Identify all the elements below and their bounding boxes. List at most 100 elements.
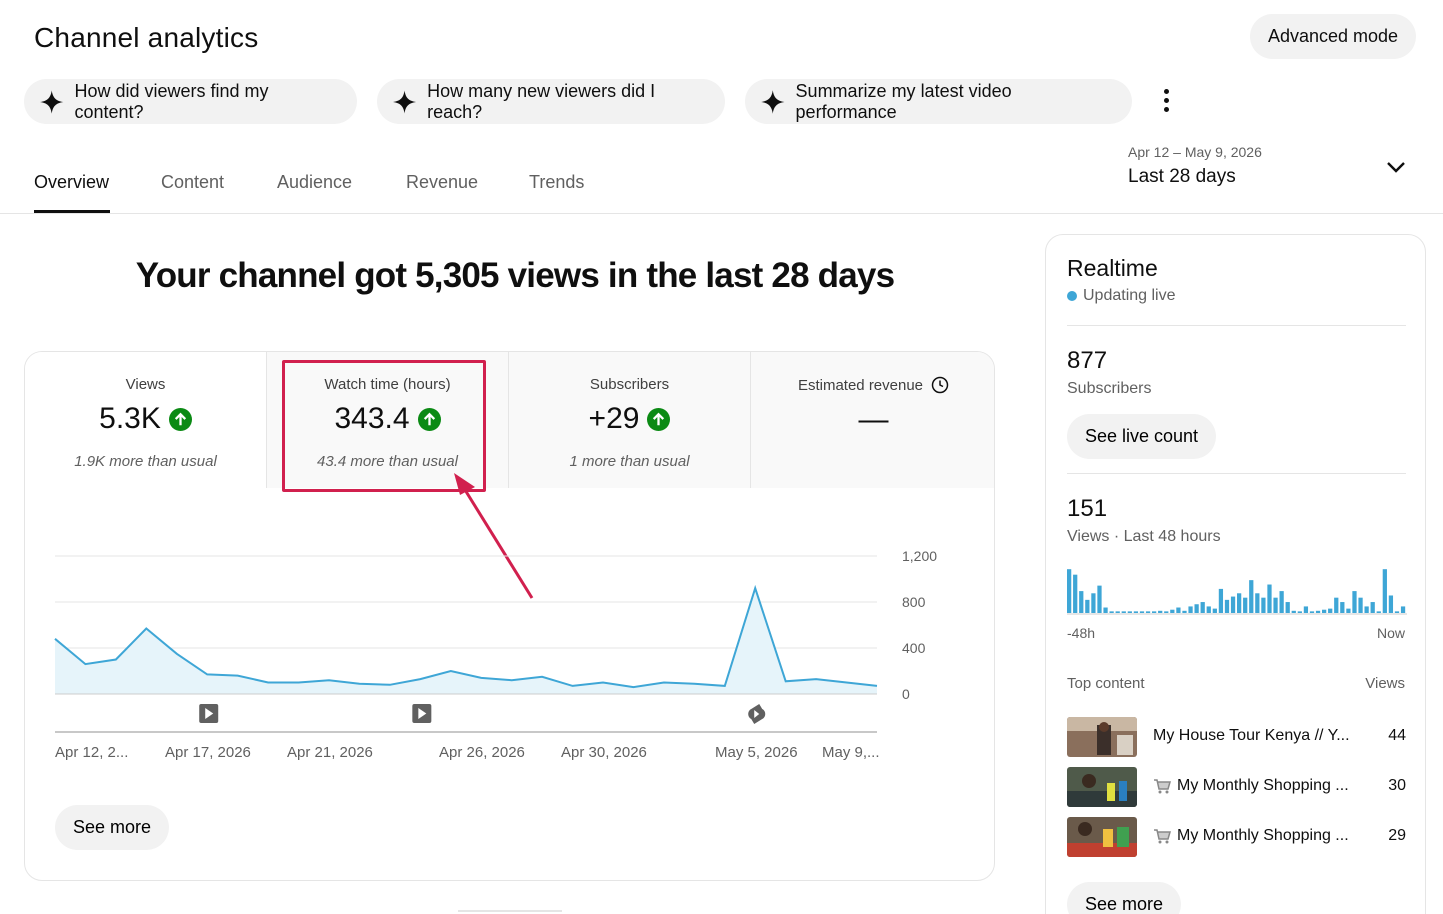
more-options-icon[interactable] — [1152, 84, 1180, 116]
realtime-bar — [1261, 597, 1266, 613]
realtime-bar — [1176, 607, 1181, 613]
realtime-bar — [1067, 569, 1072, 613]
tab-audience[interactable]: Audience — [277, 172, 353, 192]
see-live-count-button[interactable]: See live count — [1067, 414, 1216, 459]
top-content-heading: Top content — [1067, 675, 1145, 692]
watch-time-chart[interactable]: 1,200 800 400 0 — [24, 540, 974, 780]
metric-subscribers[interactable]: Subscribers +29 1 more than usual — [509, 352, 751, 488]
metric-value: 343.4 — [334, 402, 410, 435]
realtime-bar — [1237, 593, 1242, 613]
tab-revenue[interactable]: Revenue — [406, 172, 479, 192]
chevron-down-icon[interactable] — [1384, 158, 1408, 178]
chip-label: How did viewers find my content? — [74, 80, 269, 122]
realtime-bar — [1303, 606, 1309, 613]
realtime-bar — [1255, 593, 1260, 613]
realtime-views-count: 151 — [1067, 495, 1108, 522]
realtime-bar — [1273, 597, 1278, 613]
realtime-bar — [1224, 599, 1230, 613]
metric-label: Watch time (hours) — [324, 376, 451, 393]
realtime-bar — [1400, 606, 1406, 613]
tab-overview[interactable]: Overview — [34, 172, 110, 192]
metric-watch-time[interactable]: Watch time (hours) 343.4 43.4 more than … — [267, 352, 509, 488]
realtime-bar — [1200, 602, 1205, 613]
metric-label: Estimated revenue — [797, 376, 924, 394]
metric-value: +29 — [588, 402, 640, 435]
axis-start-label: -48h — [1067, 625, 1096, 641]
metric-views[interactable]: Views 5.3K 1.9K more than usual — [25, 352, 267, 488]
realtime-title: Realtime — [1067, 255, 1158, 281]
video-icon[interactable] — [412, 704, 432, 723]
realtime-bar — [1079, 591, 1084, 613]
active-tab-indicator — [34, 210, 110, 213]
video-views: 29 — [1388, 827, 1406, 844]
x-tick-label: Apr 12, 2... — [55, 744, 129, 761]
realtime-bar — [1358, 597, 1363, 613]
realtime-bar — [1309, 611, 1315, 613]
realtime-bar — [1352, 591, 1357, 613]
realtime-bar — [1328, 608, 1333, 613]
realtime-bar — [1188, 606, 1193, 613]
see-more-button[interactable]: See more — [55, 805, 169, 850]
shorts-icon[interactable] — [748, 704, 766, 724]
metric-revenue[interactable]: Estimated revenue — — [751, 352, 994, 488]
realtime-bar-chart[interactable] — [1067, 567, 1407, 615]
realtime-bar — [1158, 610, 1163, 613]
chip-find-content[interactable]: How did viewers find my content? — [24, 79, 357, 124]
realtime-bar — [1103, 607, 1108, 613]
realtime-bar — [1267, 584, 1272, 613]
realtime-bar — [1121, 611, 1126, 613]
realtime-bar — [1340, 602, 1345, 613]
page-title: Channel analytics — [34, 22, 259, 53]
realtime-bar — [1388, 595, 1394, 613]
live-status-label: Updating live — [1083, 287, 1176, 304]
x-tick-label: Apr 30, 2026 — [561, 744, 647, 761]
realtime-bar — [1346, 608, 1351, 613]
realtime-bar — [1249, 580, 1254, 613]
x-tick-label: Apr 17, 2026 — [165, 744, 251, 761]
date-range-picker[interactable]: Apr 12 – May 9, 2026 Last 28 days — [1128, 144, 1262, 188]
realtime-bar — [1091, 593, 1096, 613]
arrow-up-icon — [647, 407, 671, 431]
video-title: My House Tour Kenya // Y... — [1153, 727, 1350, 744]
advanced-mode-button[interactable]: Advanced mode — [1250, 14, 1416, 59]
chip-summarize-video[interactable]: Summarize my latest video performance — [745, 79, 1132, 124]
realtime-bar — [1164, 611, 1169, 613]
clock-icon — [931, 376, 949, 394]
series-line — [54, 584, 878, 689]
top-content-item[interactable]: My Monthly Shopping ... 29 — [1067, 817, 1406, 857]
overview-headline: Your channel got 5,305 views in the last… — [135, 256, 895, 295]
top-content-item[interactable]: My Monthly Shopping ... 30 — [1067, 767, 1406, 807]
divider — [458, 910, 562, 912]
realtime-bar — [1297, 611, 1302, 613]
realtime-bar — [1322, 609, 1327, 613]
metric-tabs: Views 5.3K 1.9K more than usual Watch ti… — [25, 352, 994, 488]
metric-label: Views — [125, 376, 166, 393]
realtime-bar — [1115, 611, 1120, 613]
subscriber-label: Subscribers — [1067, 380, 1152, 397]
video-thumbnail — [1067, 817, 1137, 857]
video-title: My Monthly Shopping ... — [1177, 827, 1349, 844]
metric-note: 43.4 more than usual — [317, 453, 458, 470]
tab-trends[interactable]: Trends — [529, 172, 585, 192]
arrow-up-icon — [168, 407, 192, 431]
divider — [1067, 325, 1406, 326]
chip-new-viewers[interactable]: How many new viewers did I reach? — [377, 79, 725, 124]
top-content-item[interactable]: My House Tour Kenya // Y... 44 — [1067, 717, 1406, 757]
realtime-bar — [1145, 611, 1151, 613]
realtime-bar — [1085, 599, 1090, 613]
tab-bar: Overview Content Audience Revenue Trends — [0, 150, 1443, 214]
y-tick-label: 0 — [902, 686, 910, 702]
live-status: Updating live — [1067, 287, 1176, 305]
realtime-bar — [1285, 602, 1290, 613]
date-range-label: Last 28 days — [1128, 166, 1236, 187]
tab-content[interactable]: Content — [161, 172, 225, 192]
x-tick-label: May 9,... — [822, 744, 880, 761]
video-icon[interactable] — [199, 704, 219, 723]
shopping-cart-icon — [1154, 779, 1171, 794]
arrow-up-icon — [417, 407, 441, 431]
realtime-bar — [1376, 611, 1381, 613]
see-more-realtime-button[interactable]: See more — [1067, 882, 1181, 914]
realtime-bar — [1152, 611, 1157, 613]
metric-value: 5.3K — [99, 402, 161, 435]
realtime-bar — [1109, 611, 1114, 613]
